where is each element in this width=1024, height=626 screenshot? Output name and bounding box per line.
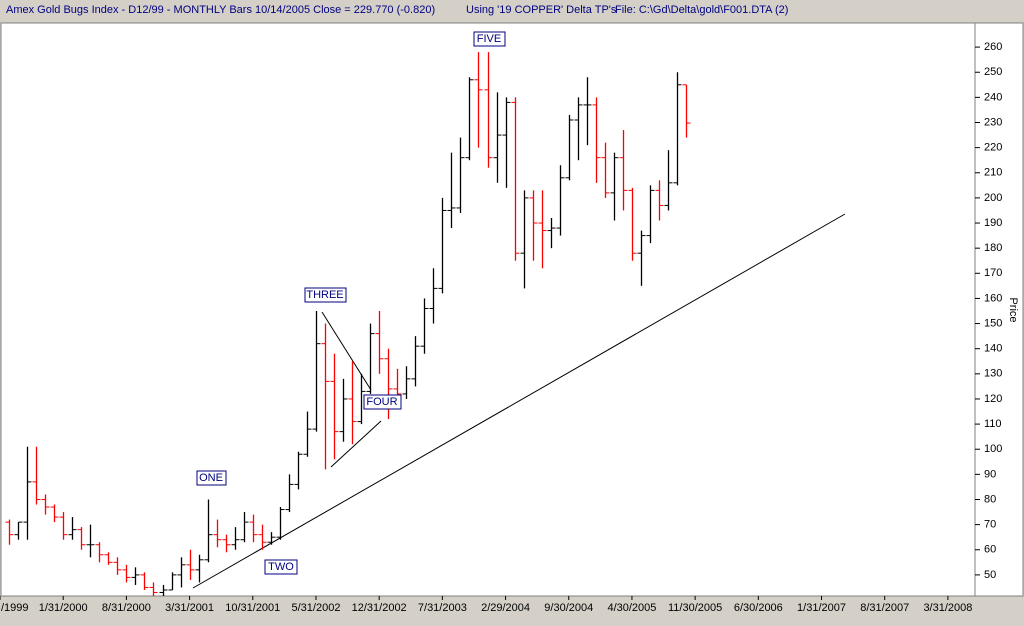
y-axis-area: [974, 22, 1024, 597]
x-tick-label: 1/31/2000: [39, 602, 88, 614]
y-tick-label: 160: [984, 292, 1002, 304]
annotation-box: [196, 470, 227, 486]
y-tick-label: 240: [984, 91, 1002, 103]
triangle-line: [330, 420, 382, 468]
x-tick-label: 6/30/2006: [734, 602, 783, 614]
y-tick-label: 190: [984, 217, 1002, 229]
y-tick-label: 60: [984, 544, 996, 556]
y-tick-label: 100: [984, 443, 1002, 455]
annotation: TWO: [268, 561, 294, 573]
y-tick-label: 50: [984, 569, 996, 581]
y-tick-label: 200: [984, 192, 1002, 204]
chart-title: Amex Gold Bugs Index - D12/99 - MONTHLY …: [6, 4, 435, 16]
x-tick-label: 10/31/2001: [225, 602, 280, 614]
y-tick-label: 260: [984, 41, 1002, 53]
y-tick-label: 120: [984, 393, 1002, 405]
annotation-box: [264, 559, 298, 575]
y-tick-label: 80: [984, 493, 996, 505]
chart-subtitle: Using '19 COPPER' Delta TP's: [466, 4, 617, 16]
y-tick-label: 90: [984, 468, 996, 480]
x-tick-label: 12/31/2002: [352, 602, 407, 614]
y-tick-label: 220: [984, 142, 1002, 154]
annotation-box: [363, 394, 402, 410]
x-tick-label: 7/31/2003: [418, 602, 467, 614]
x-tick-label: 2/29/2004: [481, 602, 530, 614]
y-tick-label: 250: [984, 66, 1002, 78]
y-tick-label: 150: [984, 317, 1002, 329]
bars: [5, 52, 691, 596]
y-tick-label: 170: [984, 267, 1002, 279]
annotation: FOUR: [366, 396, 397, 408]
triangle-line: [321, 311, 372, 391]
trend-line: [192, 213, 846, 589]
x-tick-label: 9/30/2004: [544, 602, 593, 614]
y-tick-label: 110: [984, 418, 1002, 430]
y-tick-label: 140: [984, 343, 1002, 355]
y-axis-label: Price: [1007, 297, 1019, 322]
x-tick-label: 1/31/2007: [797, 602, 846, 614]
annotation: ONE: [199, 472, 223, 484]
y-tick-label: 210: [984, 167, 1002, 179]
x-tick-label: 3/31/2008: [923, 602, 972, 614]
x-tick-label: 4/30/2005: [607, 602, 656, 614]
x-tick-label: 5/31/2002: [292, 602, 341, 614]
annotation-box: [304, 287, 347, 303]
y-tick-label: 230: [984, 116, 1002, 128]
y-tick-label: 180: [984, 242, 1002, 254]
annotation: FIVE: [477, 33, 501, 45]
x-tick-label: 3/31/2001: [165, 602, 214, 614]
annotation: THREE: [306, 289, 343, 301]
annotation-box: [473, 31, 506, 47]
y-tick-label: 130: [984, 368, 1002, 380]
x-tick-label: 8/31/2007: [860, 602, 909, 614]
x-tick-label: 8/31/2000: [102, 602, 151, 614]
y-tick-label: 70: [984, 519, 996, 531]
file-label: File: C:\Gd\Delta\gold\F001.DTA (2): [615, 4, 788, 16]
x-tick-label: 11/30/2005: [668, 602, 722, 614]
x-tick-label: /1999: [1, 602, 29, 614]
